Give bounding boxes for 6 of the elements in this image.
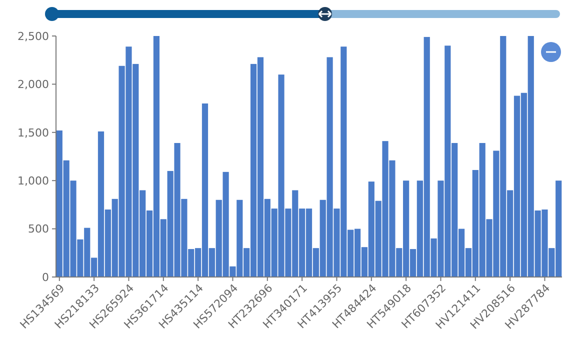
y-tick-label: 0: [42, 270, 49, 284]
y-tick-label: 500: [28, 222, 49, 236]
y-tick-label: 2,500: [18, 30, 49, 43]
y-tick-label: 1,000: [18, 174, 49, 188]
y-tick-label: 2,000: [18, 78, 49, 92]
y-tick-label: 1,500: [18, 126, 49, 140]
